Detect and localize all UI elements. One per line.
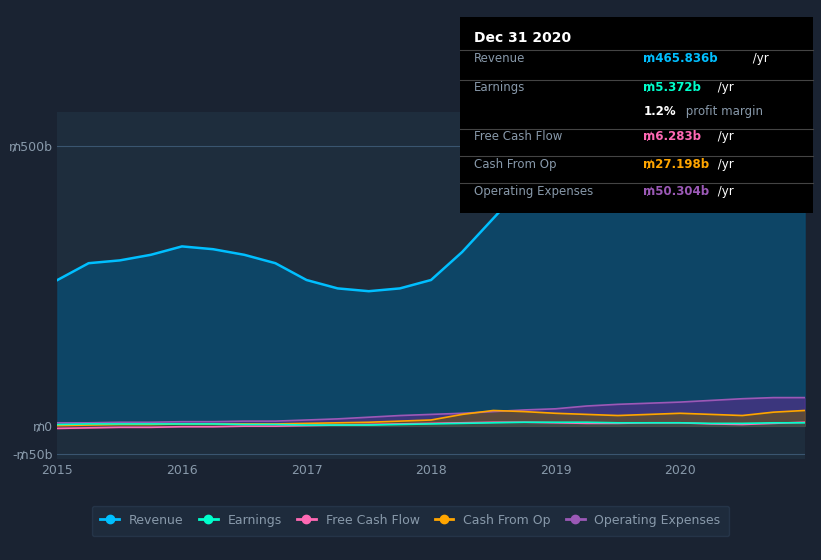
Text: Cash From Op: Cash From Op bbox=[474, 158, 557, 171]
Text: /yr: /yr bbox=[714, 130, 734, 143]
Text: ₥27.198b: ₥27.198b bbox=[644, 158, 709, 171]
Text: /yr: /yr bbox=[750, 52, 769, 65]
Text: profit margin: profit margin bbox=[682, 105, 764, 118]
Text: Earnings: Earnings bbox=[474, 82, 525, 95]
Text: Operating Expenses: Operating Expenses bbox=[474, 185, 593, 198]
Text: ₥5.372b: ₥5.372b bbox=[644, 82, 701, 95]
Text: ₥465.836b: ₥465.836b bbox=[644, 52, 718, 65]
Text: /yr: /yr bbox=[714, 158, 734, 171]
Text: /yr: /yr bbox=[714, 82, 734, 95]
Text: ₥6.283b: ₥6.283b bbox=[644, 130, 701, 143]
Text: ₥50.304b: ₥50.304b bbox=[644, 185, 709, 198]
Text: 1.2%: 1.2% bbox=[644, 105, 676, 118]
Legend: Revenue, Earnings, Free Cash Flow, Cash From Op, Operating Expenses: Revenue, Earnings, Free Cash Flow, Cash … bbox=[92, 506, 729, 536]
Text: /yr: /yr bbox=[714, 185, 734, 198]
Text: Revenue: Revenue bbox=[474, 52, 525, 65]
Text: Dec 31 2020: Dec 31 2020 bbox=[474, 31, 571, 45]
Text: Free Cash Flow: Free Cash Flow bbox=[474, 130, 562, 143]
